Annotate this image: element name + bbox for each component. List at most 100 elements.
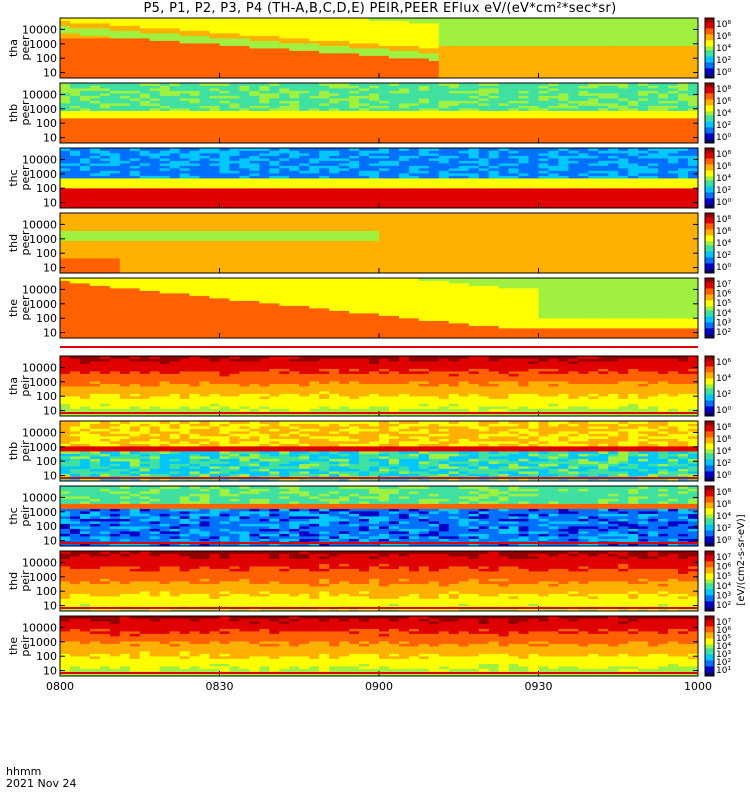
heatmap-cell: [179, 100, 190, 104]
heatmap-cell: [179, 90, 190, 94]
heatmap-cell: [259, 28, 270, 31]
heatmap-cell: [69, 253, 81, 256]
heatmap-cell: [349, 185, 360, 189]
heatmap-cell: [668, 120, 679, 124]
heatmap-cell: [538, 75, 549, 79]
heatmap-cell: [488, 125, 500, 129]
heatmap-cell: [478, 118, 490, 121]
heatmap-cell: [99, 183, 111, 186]
heatmap-cell: [638, 163, 649, 166]
heatmap-cell: [109, 170, 121, 174]
heatmap-cell: [638, 18, 649, 21]
heatmap-cell: [668, 110, 679, 114]
heatmap-cell: [668, 40, 679, 44]
heatmap-cell: [518, 68, 529, 71]
heatmap-cell: [259, 155, 270, 159]
heatmap-cell: [408, 128, 420, 131]
heatmap-cell: [79, 73, 91, 76]
heatmap-cell: [139, 265, 151, 269]
heatmap-cell: [548, 120, 559, 124]
heatmap-cell: [109, 133, 121, 136]
heatmap-cell: [528, 88, 539, 91]
heatmap-cell: [259, 150, 270, 154]
heatmap-cell: [309, 160, 320, 164]
heatmap-cell: [309, 40, 320, 44]
heatmap-cell: [418, 95, 430, 99]
heatmap-cell: [359, 53, 370, 56]
heatmap-cell: [119, 258, 131, 261]
heatmap-cell: [119, 243, 131, 246]
heatmap-cell: [299, 168, 310, 171]
heatmap-cell: [548, 93, 559, 96]
heatmap-cell: [359, 20, 370, 24]
heatmap-cell: [169, 83, 181, 86]
heatmap-cell: [159, 103, 171, 106]
heatmap-cell: [538, 163, 549, 166]
heatmap-cell: [129, 50, 141, 54]
heatmap-cell: [379, 138, 390, 141]
heatmap-cell: [588, 18, 599, 21]
heatmap-cell: [488, 43, 500, 46]
heatmap-cell: [528, 95, 539, 99]
heatmap-cell: [129, 258, 141, 261]
heatmap-cell: [269, 110, 280, 114]
heatmap-cell: [289, 43, 300, 46]
colorbar-frame: [704, 147, 715, 209]
heatmap-cell: [628, 188, 639, 191]
heatmap-cell: [388, 73, 400, 76]
heatmap-cell: [538, 165, 549, 169]
heatmap-cell: [379, 133, 390, 136]
heatmap-cell: [468, 130, 480, 134]
heatmap-cell: [478, 123, 490, 126]
heatmap-cell: [598, 188, 609, 191]
heatmap-cell: [488, 28, 500, 31]
heatmap-cell: [219, 130, 230, 134]
heatmap-cell: [388, 203, 400, 206]
heatmap-cell: [648, 28, 659, 31]
heatmap-cell: [229, 115, 240, 119]
heatmap-cell: [299, 48, 310, 51]
heatmap-cell: [369, 113, 380, 116]
heatmap-cell: [598, 178, 609, 181]
heatmap-cell: [69, 205, 81, 209]
heatmap-cell: [568, 20, 579, 24]
heatmap-cell: [60, 148, 71, 151]
heatmap-cell: [99, 153, 111, 156]
heatmap-cell: [468, 63, 480, 66]
heatmap-cell: [488, 133, 500, 136]
heatmap-cell: [339, 183, 350, 186]
heatmap-cell: [508, 190, 519, 194]
heatmap-cell: [369, 135, 380, 139]
heatmap-cell: [558, 155, 569, 159]
heatmap-cell: [289, 120, 300, 124]
heatmap-cell: [349, 190, 360, 194]
heatmap-cell: [189, 30, 200, 34]
heatmap-cell: [458, 45, 470, 49]
heatmap-cell: [678, 193, 689, 196]
heatmap-cell: [309, 178, 320, 181]
heatmap-cell: [458, 23, 470, 26]
heatmap-cell: [558, 153, 569, 156]
heatmap-cell: [598, 60, 609, 64]
heatmap-cell: [99, 148, 111, 151]
heatmap-cell: [548, 150, 559, 154]
heatmap-cell: [548, 188, 559, 191]
heatmap-cell: [518, 30, 529, 34]
heatmap-cell: [239, 120, 250, 124]
heatmap-cell: [319, 50, 330, 54]
heatmap-cell: [478, 138, 490, 141]
heatmap-cell: [588, 200, 599, 204]
heatmap-cell: [159, 85, 171, 89]
heatmap-cell: [79, 28, 91, 31]
heatmap-cell: [478, 173, 490, 176]
heatmap-cell: [309, 95, 320, 99]
heatmap-cell: [199, 60, 210, 64]
heatmap-cell: [638, 113, 649, 116]
heatmap-cell: [339, 28, 350, 31]
heatmap-cell: [169, 120, 181, 124]
heatmap-cell: [149, 170, 161, 174]
heatmap-cell: [89, 45, 101, 49]
heatmap-cell: [89, 43, 101, 46]
heatmap-cell: [418, 35, 430, 39]
heatmap-cell: [608, 205, 619, 209]
